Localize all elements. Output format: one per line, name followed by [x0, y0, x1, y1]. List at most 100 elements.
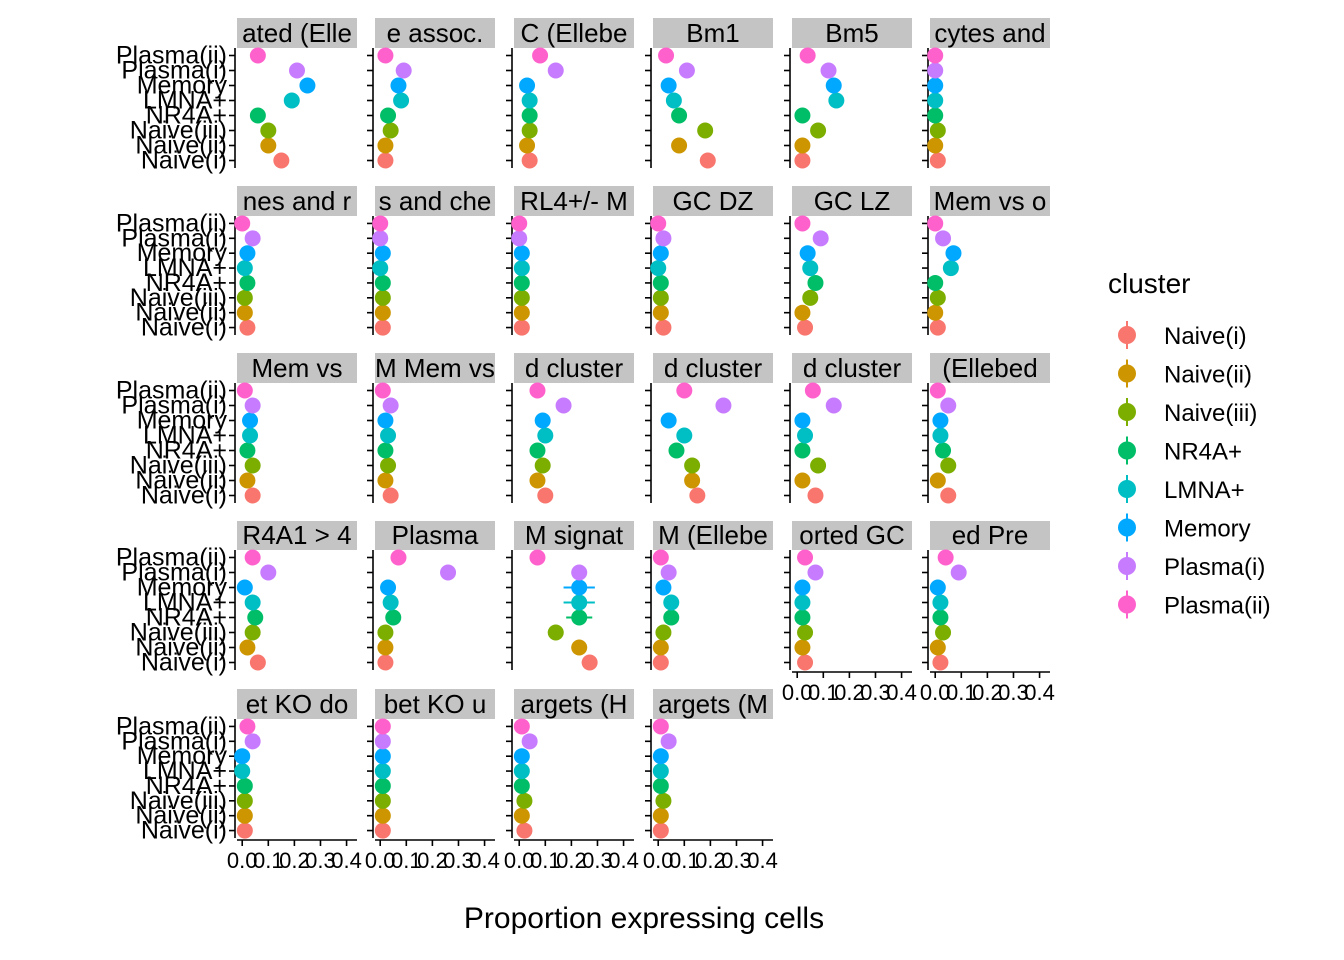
data-point [797, 319, 814, 336]
data-point [283, 92, 300, 109]
data-point [239, 442, 256, 459]
legend-entry: NR4A+ [1118, 436, 1242, 466]
data-point [929, 382, 946, 399]
data-point [652, 807, 669, 824]
data-point [374, 792, 391, 809]
facet-panel: Plasma [367, 521, 495, 671]
data-point [234, 763, 251, 780]
facet-strip [375, 689, 495, 719]
data-point [797, 549, 814, 566]
data-point [571, 564, 588, 581]
data-point [395, 62, 412, 79]
data-point [825, 397, 842, 414]
x-tick-label: 0.0 [504, 848, 535, 873]
data-point [244, 457, 261, 474]
data-point [929, 122, 946, 139]
y-tick-label: Plasma(i) [121, 727, 227, 755]
data-point [547, 624, 564, 641]
legend-label: Plasma(ii) [1164, 593, 1271, 620]
facet-strip [375, 186, 495, 216]
x-tick-label: 0.1 [391, 848, 422, 873]
data-point [299, 77, 316, 94]
legend-label: Naive(i) [1164, 323, 1247, 350]
facet-strip [792, 521, 912, 550]
facet-strip-label: orted GC [799, 520, 905, 550]
data-point [519, 137, 536, 154]
y-tick-label: Naive(ii) [135, 299, 227, 327]
y-tick-label: Memory [137, 239, 228, 267]
data-point [799, 245, 816, 262]
data-point [794, 215, 811, 232]
data-point [927, 215, 944, 232]
data-point [699, 152, 716, 169]
facet-panel: d cluster [645, 353, 773, 504]
legend-entry: Naive(iii) [1118, 398, 1257, 427]
x-tick-label: 0.2 [417, 848, 448, 873]
data-point [236, 579, 253, 596]
facet-strip-label: Mem vs [252, 353, 343, 383]
data-point [652, 549, 669, 566]
facet-strip [653, 353, 773, 383]
x-tick-label: 0.2 [695, 848, 726, 873]
data-point [377, 152, 394, 169]
data-point [239, 245, 256, 262]
x-tick-label: 0.2 [279, 848, 310, 873]
x-axis-title: Proportion expressing cells [464, 902, 824, 935]
facet-strip [653, 521, 773, 550]
data-point [652, 748, 669, 765]
x-tick-label: 0.3 [721, 848, 752, 873]
data-point [377, 472, 394, 489]
data-point [244, 733, 261, 750]
y-tick-label: LMNA+ [143, 254, 227, 282]
data-point [236, 382, 253, 399]
data-point [242, 412, 259, 429]
data-point [652, 718, 669, 735]
data-point [927, 77, 944, 94]
data-point [374, 304, 391, 321]
y-tick-label: Naive(ii) [135, 634, 227, 662]
data-point [689, 487, 706, 504]
data-point [684, 472, 701, 489]
data-point [794, 137, 811, 154]
data-point [697, 122, 714, 139]
data-point [797, 654, 814, 671]
data-point [372, 260, 389, 277]
facet-strip [375, 353, 495, 383]
data-point [511, 215, 528, 232]
y-tick-label: NR4A+ [146, 269, 227, 297]
facet-strip-label: d cluster [803, 353, 902, 383]
data-point [242, 427, 259, 444]
x-tick-label: 0.4 [608, 848, 639, 873]
facet-strip [792, 18, 912, 48]
data-point [534, 412, 551, 429]
y-tick-label: LMNA+ [143, 757, 227, 785]
legend-label: Memory [1164, 516, 1251, 543]
y-tick-label: Plasma(ii) [116, 712, 227, 740]
data-point [794, 594, 811, 611]
data-point [249, 47, 266, 64]
x-tick-label: 0.4 [886, 680, 917, 705]
y-tick-label: Plasma(ii) [116, 209, 227, 237]
facet-strip-label: nes and r [243, 186, 352, 216]
data-point [374, 382, 391, 399]
data-point [236, 807, 253, 824]
facet-strip [792, 353, 912, 383]
data-point [794, 412, 811, 429]
data-point [380, 579, 397, 596]
facet-panel: M Mem vs [367, 353, 495, 504]
data-point [935, 442, 952, 459]
data-point [374, 319, 391, 336]
y-axes: Plasma(ii)Plasma(i)MemoryLMNA+NR4A+Naive… [116, 42, 228, 845]
data-point [571, 579, 588, 596]
x-tick-label: 0.4 [1024, 680, 1055, 705]
data-point [794, 107, 811, 124]
facet-panel: GC DZ [645, 186, 773, 336]
data-point [244, 594, 261, 611]
data-point [652, 304, 669, 321]
data-point [950, 564, 967, 581]
data-point [239, 718, 256, 735]
data-point [521, 152, 538, 169]
y-tick-label: Naive(iii) [130, 619, 227, 647]
data-point [794, 579, 811, 596]
data-point [513, 807, 530, 824]
